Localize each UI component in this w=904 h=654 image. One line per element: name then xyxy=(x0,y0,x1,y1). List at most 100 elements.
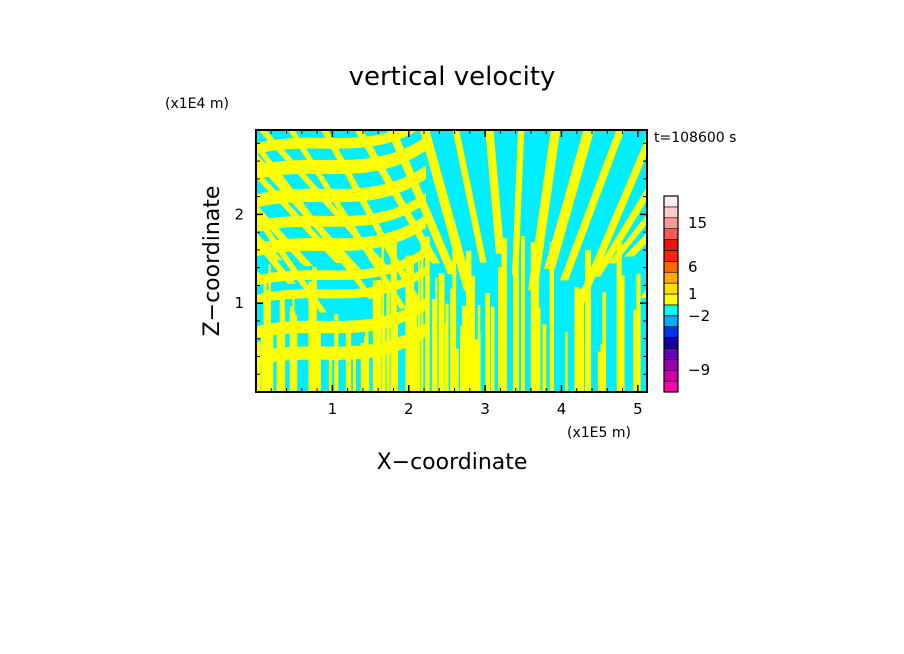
positive-streak xyxy=(472,339,478,392)
colorbar-cell xyxy=(663,282,679,295)
time-label: t=108600 s xyxy=(654,130,736,146)
colorbar-cell xyxy=(663,271,679,284)
positive-streak xyxy=(276,333,281,392)
positive-streak xyxy=(390,244,395,392)
positive-streak xyxy=(490,306,495,392)
positive-band xyxy=(256,247,426,286)
positive-streak xyxy=(383,321,386,392)
positive-streak xyxy=(633,309,637,392)
chart-title: vertical velocity xyxy=(349,62,556,92)
positive-band xyxy=(256,130,419,155)
positive-band xyxy=(46,125,184,263)
positive-band xyxy=(485,130,505,254)
colorbar-label: 1 xyxy=(688,285,698,303)
positive-band xyxy=(720,125,858,271)
positive-streak xyxy=(501,238,508,392)
positive-streak xyxy=(444,322,449,392)
positive-band xyxy=(256,266,426,304)
positive-streak xyxy=(514,243,519,392)
positive-streak xyxy=(410,330,416,392)
positive-band xyxy=(0,125,137,275)
colorbar-cell xyxy=(663,217,679,229)
positive-band xyxy=(30,125,169,253)
colorbar-frame xyxy=(663,195,679,393)
positive-streak xyxy=(409,258,415,392)
positive-streak xyxy=(549,242,554,392)
positive-streak xyxy=(417,326,420,392)
positive-streak xyxy=(268,264,271,392)
positive-streak xyxy=(345,331,352,392)
positive-band xyxy=(256,269,263,277)
colorbar-label: 6 xyxy=(688,258,698,276)
x-tick-label: 5 xyxy=(633,400,643,418)
positive-streak xyxy=(431,299,438,392)
y-tick-label: 1 xyxy=(234,294,244,312)
positive-streak xyxy=(585,250,592,392)
positive-band xyxy=(0,125,87,264)
positive-band xyxy=(419,130,474,291)
x-tick-label: 1 xyxy=(328,400,338,418)
positive-streak xyxy=(450,288,455,392)
colorbar-cell xyxy=(663,369,679,382)
positive-streak xyxy=(425,236,430,392)
positive-streak xyxy=(316,331,321,392)
positive-streak xyxy=(393,234,397,392)
positive-band xyxy=(528,130,561,291)
positive-streak xyxy=(485,293,490,392)
plot-area xyxy=(0,125,904,393)
positive-streak xyxy=(438,272,445,392)
positive-band xyxy=(592,186,647,277)
x-unit-label: (x1E5 m) xyxy=(567,425,631,441)
positive-band xyxy=(78,125,217,280)
positive-streak xyxy=(381,241,385,392)
positive-streak xyxy=(600,343,603,392)
positive-band xyxy=(0,125,104,281)
positive-band xyxy=(640,288,647,299)
positive-streak xyxy=(619,275,625,392)
x-tick-label: 2 xyxy=(404,400,414,418)
positive-streak xyxy=(616,241,622,392)
positive-streak xyxy=(263,278,267,392)
positive-streak xyxy=(498,267,504,392)
colorbar-cell xyxy=(663,261,679,273)
positive-band xyxy=(544,130,595,270)
positive-band xyxy=(752,125,891,296)
positive-band xyxy=(14,125,151,299)
positive-streak xyxy=(294,315,298,392)
colorbar-labels: 15 6 1 −2 −9 xyxy=(688,214,710,379)
positive-band xyxy=(560,130,625,281)
positive-band xyxy=(256,136,426,180)
positive-streak xyxy=(292,293,295,392)
colorbar-cell xyxy=(663,337,679,349)
positive-band xyxy=(110,125,251,311)
colorbar-label: −2 xyxy=(688,307,710,325)
colorbar-cell xyxy=(663,293,679,306)
positive-streak xyxy=(261,337,265,392)
colorbar-cell xyxy=(663,348,679,360)
positive-band xyxy=(784,125,904,271)
plot-frame xyxy=(255,129,648,393)
positive-streak xyxy=(352,345,356,392)
colorbar-cell xyxy=(663,250,679,262)
positive-band xyxy=(768,125,904,311)
colorbar-cell xyxy=(663,304,679,317)
positive-streak xyxy=(414,305,418,392)
positive-band xyxy=(256,192,426,233)
positive-streak xyxy=(364,336,369,392)
x-axis: 1 2 3 4 5 xyxy=(270,130,643,418)
positive-streak xyxy=(386,285,390,392)
positive-band xyxy=(256,165,426,208)
positive-band xyxy=(512,130,525,275)
positive-streak xyxy=(269,329,274,392)
positive-streak xyxy=(308,281,314,392)
positive-streak xyxy=(360,342,365,392)
positive-streak xyxy=(597,351,601,392)
positive-band xyxy=(0,125,72,285)
colorbar-label: −9 xyxy=(688,361,710,379)
positive-streak xyxy=(264,290,271,392)
positive-streak xyxy=(334,314,339,392)
colorbar-cell xyxy=(663,326,679,338)
y-unit-label: (x1E4 m) xyxy=(165,96,229,112)
colorbar-cell xyxy=(663,359,679,371)
colorbar-cell xyxy=(663,239,679,251)
